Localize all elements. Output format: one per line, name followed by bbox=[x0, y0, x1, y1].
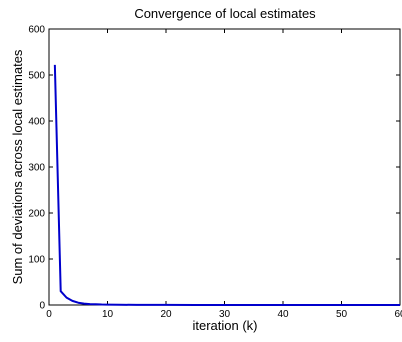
y-tick-label: 300 bbox=[28, 163, 45, 174]
x-axis-ticks: 0 10 20 30 40 50 60 bbox=[46, 29, 402, 320]
x-tick-label: 40 bbox=[277, 309, 289, 320]
y-tick-label: 200 bbox=[28, 209, 45, 220]
series-layer bbox=[53, 64, 400, 306]
chart-title: Convergence of local estimates bbox=[134, 6, 316, 21]
y-tick-label: 0 bbox=[39, 301, 45, 312]
x-tick-label: 20 bbox=[160, 309, 172, 320]
x-tick-label: 50 bbox=[336, 309, 348, 320]
x-tick-label: 30 bbox=[219, 309, 231, 320]
y-tick-label: 600 bbox=[28, 25, 45, 36]
x-axis-label: iteration (k) bbox=[192, 318, 257, 333]
y-tick-label: 500 bbox=[28, 71, 45, 82]
series-line-1 bbox=[53, 64, 400, 306]
y-axis-label: Sum of deviations across local estimates bbox=[10, 49, 25, 284]
x-tick-label: 0 bbox=[46, 309, 52, 320]
plot-area bbox=[48, 28, 401, 306]
y-tick-label: 400 bbox=[28, 117, 45, 128]
x-tick-label: 10 bbox=[102, 309, 114, 320]
x-tick-label: 60 bbox=[394, 309, 402, 320]
y-tick-label: 100 bbox=[28, 255, 45, 266]
